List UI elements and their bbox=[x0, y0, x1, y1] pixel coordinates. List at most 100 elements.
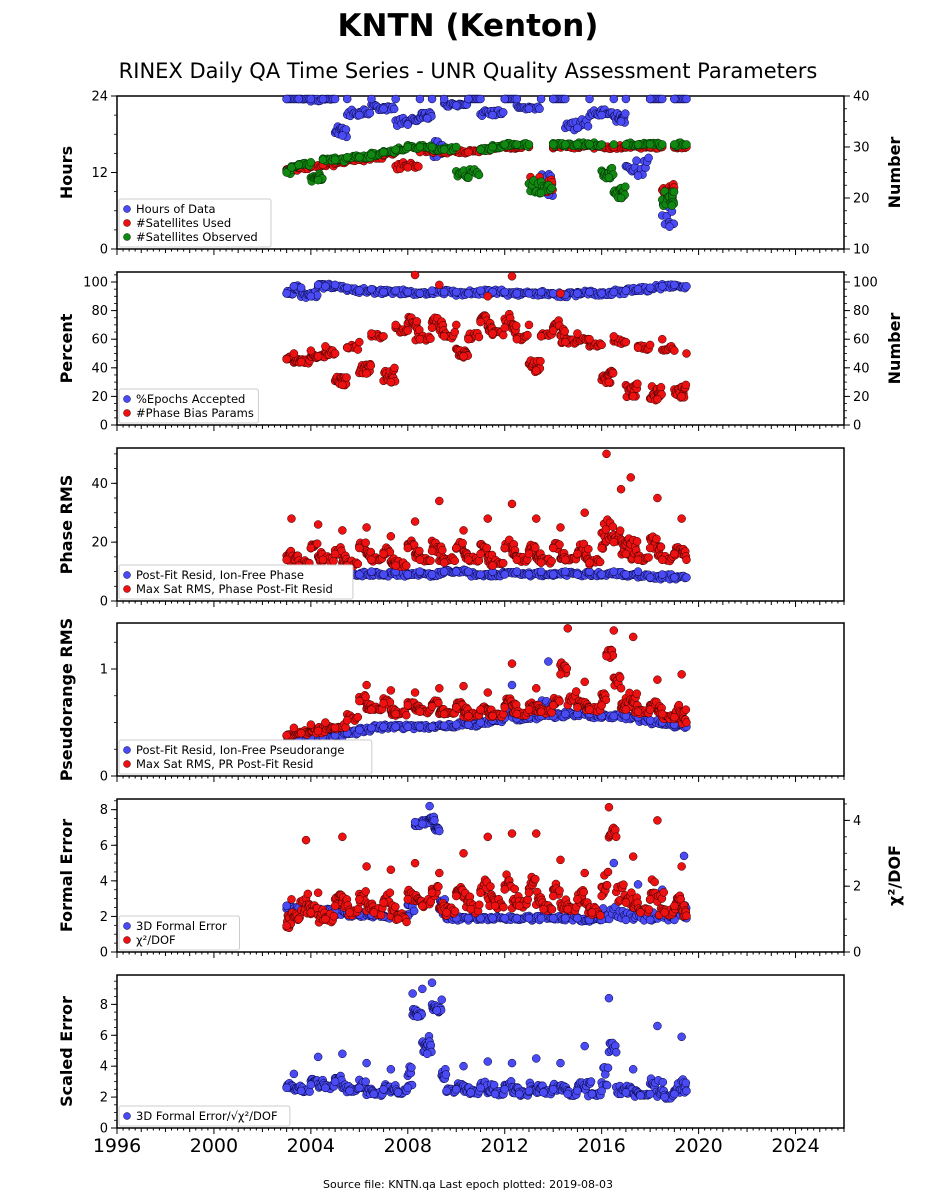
data-point bbox=[370, 909, 378, 917]
data-point-fill bbox=[362, 887, 370, 895]
data-point bbox=[367, 285, 375, 293]
data-point bbox=[435, 869, 443, 877]
data-point bbox=[314, 727, 322, 735]
data-point-fill bbox=[670, 188, 678, 196]
data-point bbox=[586, 95, 594, 103]
data-point bbox=[428, 889, 436, 897]
data-point-fill bbox=[342, 723, 350, 731]
data-point bbox=[501, 95, 509, 103]
legend-marker bbox=[124, 923, 131, 930]
data-point bbox=[387, 866, 395, 874]
data-point bbox=[489, 329, 497, 337]
data-point bbox=[367, 568, 375, 576]
data-point bbox=[428, 571, 436, 579]
data-point bbox=[605, 378, 613, 386]
y2-tick-label: 10 bbox=[853, 243, 870, 258]
data-point bbox=[283, 289, 291, 297]
legend-entry: Max Sat RMS, Phase Post-Fit Resid bbox=[136, 582, 333, 596]
data-point bbox=[314, 352, 322, 360]
data-point bbox=[540, 905, 548, 913]
data-point bbox=[489, 143, 497, 151]
y-tick-label: 20 bbox=[91, 390, 108, 405]
data-point-fill bbox=[403, 918, 411, 926]
legend-entry: Post-Fit Resid, Ion-Free Phase bbox=[136, 568, 304, 582]
data-point-fill bbox=[366, 109, 374, 117]
legend-marker bbox=[124, 586, 131, 593]
data-point bbox=[513, 710, 521, 718]
plot-frame bbox=[117, 975, 844, 1128]
data-point bbox=[670, 281, 678, 289]
data-point bbox=[343, 95, 351, 103]
y-tick-label: 6 bbox=[100, 839, 108, 854]
data-point bbox=[404, 121, 412, 129]
legend-entry: #Satellites Observed bbox=[136, 230, 258, 244]
y-tick-label: 40 bbox=[91, 361, 108, 376]
data-point bbox=[561, 556, 569, 564]
data-point bbox=[392, 562, 400, 570]
data-point bbox=[634, 708, 642, 716]
data-point bbox=[658, 571, 666, 579]
data-point bbox=[501, 288, 509, 296]
data-point bbox=[440, 710, 448, 718]
data-point bbox=[387, 532, 395, 540]
data-point bbox=[307, 909, 315, 917]
data-point bbox=[392, 95, 400, 103]
data-point bbox=[363, 681, 371, 689]
figure-title: KNTN (Kenton) bbox=[338, 8, 599, 44]
data-point bbox=[605, 174, 613, 182]
data-point bbox=[416, 95, 424, 103]
data-point bbox=[380, 148, 388, 156]
data-point bbox=[416, 568, 424, 576]
data-point bbox=[363, 862, 371, 870]
data-point-fill bbox=[621, 110, 629, 118]
data-point bbox=[598, 289, 606, 297]
y-tick-label: 100 bbox=[83, 276, 108, 291]
data-point bbox=[283, 355, 291, 363]
data-point bbox=[525, 289, 533, 297]
data-point bbox=[464, 721, 472, 729]
data-point bbox=[307, 544, 315, 552]
data-point-fill bbox=[616, 527, 624, 535]
data-point bbox=[314, 281, 322, 289]
data-point bbox=[670, 347, 678, 355]
data-point-fill bbox=[645, 154, 653, 162]
data-point-fill bbox=[604, 868, 612, 876]
data-point-fill bbox=[548, 708, 556, 716]
data-point bbox=[586, 140, 594, 148]
data-point bbox=[443, 909, 451, 917]
data-point bbox=[610, 568, 618, 576]
data-point bbox=[537, 914, 545, 922]
data-point bbox=[430, 816, 438, 824]
figure-subtitle: RINEX Daily QA Time Series - UNR Quality… bbox=[119, 59, 818, 83]
data-point bbox=[622, 706, 630, 714]
data-point bbox=[658, 335, 666, 343]
data-point bbox=[491, 902, 499, 910]
data-point bbox=[283, 95, 291, 103]
data-point bbox=[283, 922, 291, 930]
data-point bbox=[682, 912, 690, 920]
data-point bbox=[435, 684, 443, 692]
data-point bbox=[367, 724, 375, 732]
data-point bbox=[477, 706, 485, 714]
data-point bbox=[428, 547, 436, 555]
data-point bbox=[564, 905, 572, 913]
y2-tick-label: 0 bbox=[853, 946, 861, 961]
legend-entry: #Phase Bias Params bbox=[136, 406, 254, 420]
data-point bbox=[290, 724, 298, 732]
data-point-fill bbox=[651, 878, 659, 886]
data-point bbox=[532, 515, 540, 523]
data-point bbox=[338, 833, 346, 841]
data-point-fill bbox=[548, 557, 556, 565]
data-point bbox=[556, 289, 564, 297]
data-point bbox=[331, 724, 339, 732]
y2-tick-label: 20 bbox=[853, 192, 870, 207]
y2-axis-label: χ²/DOF bbox=[885, 845, 904, 906]
data-point bbox=[549, 914, 557, 922]
data-point bbox=[367, 329, 375, 337]
data-point bbox=[464, 289, 472, 297]
data-point bbox=[549, 701, 557, 709]
data-point bbox=[416, 335, 424, 343]
data-point bbox=[682, 95, 690, 103]
data-point bbox=[610, 712, 618, 720]
